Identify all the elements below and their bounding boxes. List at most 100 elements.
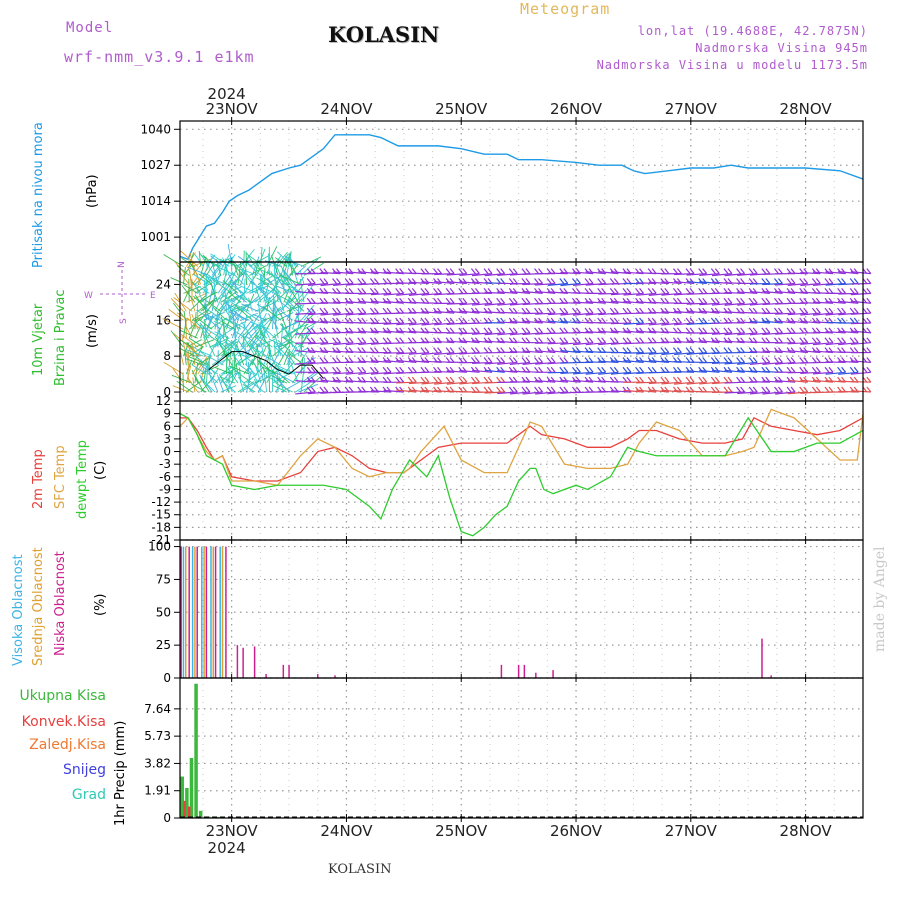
panel-3-ytick: -6 [159, 470, 171, 484]
panel-5-ytick: 0 [163, 811, 171, 825]
panel-3-ytick: 9 [163, 407, 171, 421]
precip-legend-2: Konvek.Kisa [22, 714, 106, 730]
wind-unit: (m/s) [85, 314, 100, 348]
precip-total-bar [180, 776, 185, 818]
footer-station: KOLASIN [328, 862, 392, 877]
panel-2-ytick: 8 [163, 349, 171, 363]
model-name: wrf-nmm_v3.9.1 e1km [64, 48, 255, 66]
panel-1-ytick: 1027 [140, 158, 171, 172]
panel-2-ytick: 24 [156, 277, 171, 291]
cloud-unit: (%) [93, 594, 108, 617]
compass-n: N [117, 261, 127, 268]
panel-2-grid [174, 262, 863, 401]
credit-watermark: made by Angel [872, 546, 888, 653]
precip-unit: 1hr Precip (mm) [113, 721, 128, 826]
pressure-unit: (hPa) [85, 174, 100, 208]
x-day-label-top: 24NOV [320, 100, 373, 118]
precip-legend-3: Zaledj.Kisa [29, 737, 106, 753]
panel-4-ytick: 75 [156, 572, 171, 586]
precip-total-bar [185, 788, 189, 818]
x-year-top: 2024 [208, 85, 246, 103]
compass-w: W [84, 291, 93, 301]
temp-ylabel-2: SFC Temp [53, 445, 68, 509]
model-altitude-label: Nadmorska Visina u modelu 1173.5m [596, 58, 868, 72]
pressure-line [179, 134, 864, 261]
panel-3-ytick: 6 [163, 419, 171, 433]
panel-4-ytick: 25 [156, 638, 171, 652]
x-day-label-top: 23NOV [206, 100, 259, 118]
panel-3-ytick: -12 [151, 495, 171, 509]
compass-e: E [150, 291, 156, 301]
x-day-label-top: 26NOV [550, 100, 603, 118]
x-day-label-top: 25NOV [435, 100, 488, 118]
panel-5-grid [174, 678, 863, 819]
cloud-ylabel-2: Srednja Oblacnost [31, 547, 46, 666]
panel-1-ytick: 1040 [140, 122, 171, 136]
temp-unit: (C) [93, 461, 108, 480]
panel-3-ytick: -15 [151, 508, 171, 522]
wind-ylabel-2: Brzina i Pravac [53, 289, 68, 386]
compass-s: S [119, 318, 129, 324]
wind-ylabel-1: 10m Vjetar [31, 303, 46, 376]
temp-ylabel-1: 2m Temp [31, 449, 46, 509]
panel-3-ytick: -9 [159, 482, 171, 496]
wind-speed-line [208, 351, 324, 379]
panel-1-grid [174, 121, 863, 262]
panel-1-frame [179, 120, 864, 263]
panel-3-ytick: 0 [163, 445, 171, 459]
lonlat-label: lon,lat (19.4688E, 42.7875N) [637, 24, 868, 38]
cloud-ylabel-3: Niska Oblacnost [53, 551, 68, 656]
panel-5-ytick: 1.91 [144, 784, 171, 798]
temp-sfc-line [179, 408, 864, 486]
panel-4-grid [174, 540, 863, 679]
x-day-label-bottom: 25NOV [435, 822, 488, 840]
precip-legend-1: Ukupna Kisa [19, 688, 106, 704]
temp-ylabel-3: dewpt Temp [75, 440, 90, 519]
wind-barbs [162, 243, 872, 395]
panel-3-ytick: -3 [159, 457, 171, 471]
panel-5-ytick: 5.73 [144, 729, 171, 743]
panel-3-ytick: -21 [151, 533, 171, 547]
panel-3-ytick: -18 [151, 520, 171, 534]
x-day-label-top: 27NOV [665, 100, 718, 118]
panel-3-frame [179, 400, 864, 541]
panel-3-ytick: 3 [163, 432, 171, 446]
x-year-bottom: 2024 [208, 839, 246, 857]
precip-total-bar [194, 683, 198, 818]
panel-2-ytick: 16 [156, 313, 171, 327]
panel-4-ytick: 100 [148, 540, 171, 554]
panel-5-ytick: 3.82 [144, 756, 171, 770]
panel-5-frame [179, 677, 864, 819]
compass-legend [100, 270, 146, 318]
x-day-label-bottom: 24NOV [320, 822, 373, 840]
precip-legend-5: Grad [72, 787, 106, 803]
panel-4-frame [179, 539, 864, 679]
x-day-label-bottom: 28NOV [780, 822, 833, 840]
x-day-label-bottom: 26NOV [550, 822, 603, 840]
altitude-label: Nadmorska Visina 945m [695, 41, 868, 55]
panel-3-ytick: 12 [156, 394, 171, 408]
cloud-ylabel-1: Visoka Oblacnost [11, 554, 26, 666]
panel-4-ytick: 0 [163, 671, 171, 685]
precip-convective-bar [187, 806, 191, 818]
product-title: Meteogram [520, 0, 611, 18]
panel-2-ytick: 0 [163, 385, 171, 399]
dewpoint-line [179, 413, 864, 537]
model-label: Model [66, 20, 114, 36]
panel-1-ytick: 1001 [140, 230, 171, 244]
panel-1-ytick: 1014 [140, 194, 171, 208]
precip-total-bar [189, 758, 194, 818]
pressure-ylabel: Pritisak na nivou mora [31, 122, 46, 268]
panel-4-ytick: 50 [156, 605, 171, 619]
temp-2m-line [180, 416, 864, 482]
precip-legend-4: Snijeg [63, 762, 106, 778]
precip-total-bar [198, 810, 203, 818]
panel-3-grid [174, 400, 863, 541]
x-day-label-bottom: 23NOV [206, 822, 259, 840]
x-day-label-top: 28NOV [780, 100, 833, 118]
x-day-label-bottom: 27NOV [665, 822, 718, 840]
precip-convective-bar [183, 800, 186, 818]
panel-5-ytick: 7.64 [144, 702, 171, 716]
station-title: KOLASIN [328, 22, 440, 47]
